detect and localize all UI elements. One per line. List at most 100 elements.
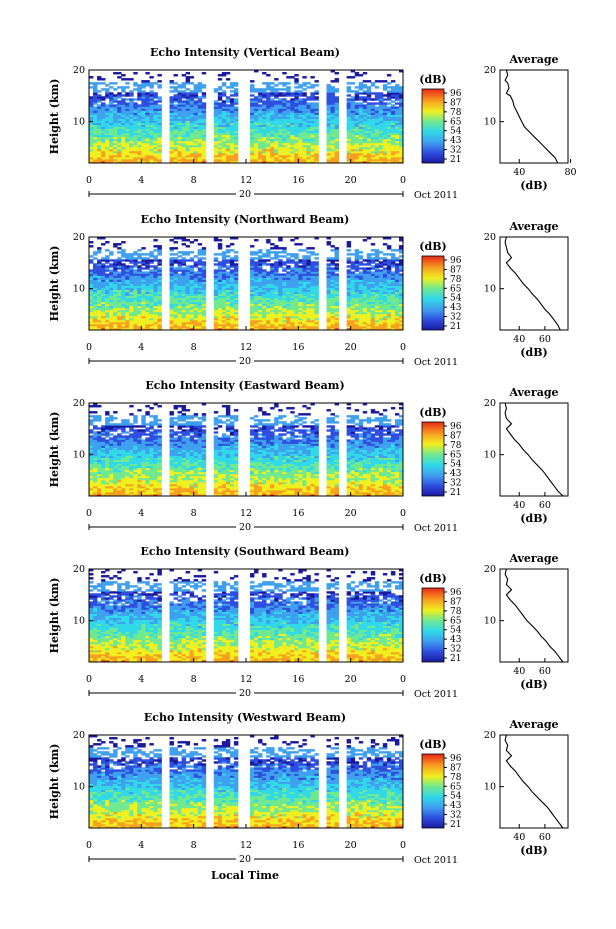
heatmap-cell (358, 122, 364, 125)
heatmap-cell (121, 142, 126, 146)
heatmap-cell (286, 142, 291, 146)
heatmap-cell (221, 132, 227, 136)
heatmap-cell (262, 94, 267, 97)
heatmap-cell (282, 132, 287, 136)
heatmap-cell (137, 90, 142, 93)
heatmap-cell (366, 132, 372, 136)
heatmap-cell (254, 251, 259, 254)
heatmap-cell (346, 100, 352, 103)
heatmap-cell (93, 148, 98, 152)
heatmap-cell (149, 156, 154, 160)
heatmap-cell (274, 160, 279, 164)
heatmap-cell (250, 112, 255, 115)
heatmap-cell (181, 108, 187, 111)
heatmap-cell (330, 130, 335, 134)
heatmap-cell (306, 247, 311, 250)
heatmap-cell (109, 156, 114, 160)
heatmap-cell (153, 144, 158, 148)
heatmap-cell (153, 112, 158, 115)
heatmap-cell (382, 124, 388, 128)
heatmap-cell (141, 257, 146, 260)
heatmap-cell (330, 118, 335, 121)
heatmap-cell (282, 112, 287, 115)
heatmap-cell (290, 136, 295, 140)
heatmap-cell (290, 146, 295, 150)
heatmap-cell (386, 150, 392, 154)
heatmap-cell (225, 100, 231, 103)
heatmap-cell (157, 134, 162, 138)
heatmap-cell (262, 150, 267, 154)
heatmap-cell (290, 94, 295, 97)
heatmap-cell (386, 116, 392, 119)
heatmap-cell (137, 114, 142, 117)
heatmap-cell (89, 100, 94, 103)
heatmap-cell (133, 257, 138, 260)
heatmap-cell (326, 116, 331, 119)
heatmap-cell (157, 245, 162, 248)
heatmap-cell (394, 134, 400, 138)
heatmap-cell (145, 116, 150, 119)
heatmap-cell (137, 104, 142, 107)
heatmap-cell (189, 265, 195, 268)
heatmap-cell (350, 152, 356, 156)
heatmap-cell (105, 152, 110, 156)
heatmap-cell (141, 130, 146, 134)
heatmap-cell (181, 92, 187, 95)
heatmap-cell (258, 122, 263, 125)
heatmap-cell (193, 146, 199, 150)
heatmap-cell (213, 114, 219, 117)
heatmap-cell (173, 142, 178, 146)
heatmap-cell (302, 150, 307, 154)
heatmap-cell (374, 86, 380, 89)
heatmap-cell (129, 134, 134, 138)
heatmap-cell (310, 138, 315, 142)
heatmap-cell (109, 110, 114, 113)
heatmap-cell (382, 132, 388, 136)
heatmap-cell (302, 88, 307, 91)
heatmap-cell (137, 156, 142, 160)
heatmap-cell (185, 100, 191, 103)
heatmap-cell (250, 108, 255, 111)
heatmap-cell (306, 132, 311, 136)
heatmap-cell (217, 112, 223, 115)
heatmap-cell (358, 116, 364, 119)
heatmap-cell (378, 124, 384, 128)
heatmap-cell (362, 120, 368, 123)
heatmap-cell (213, 110, 219, 113)
heatmap-cell (370, 148, 376, 152)
heatmap-cell (225, 150, 231, 154)
heatmap-cell (153, 134, 158, 138)
heatmap-cell (294, 114, 299, 117)
heatmap-cell (121, 98, 126, 101)
heatmap-cell (274, 148, 279, 152)
heatmap-cell (390, 94, 396, 97)
heatmap-cell (282, 114, 287, 117)
heatmap-cell (113, 110, 118, 113)
heatmap-cell (169, 160, 174, 164)
heatmap-cell (197, 126, 203, 130)
heatmap-cell (189, 154, 195, 158)
heatmap-cell (233, 144, 239, 148)
heatmap-cell (326, 114, 331, 117)
heatmap-cell (286, 92, 291, 95)
heatmap-cell (346, 116, 352, 119)
heatmap-cell (221, 160, 227, 164)
heatmap-cell (125, 156, 130, 160)
heatmap-cell (213, 116, 219, 119)
heatmap-cell (294, 154, 299, 158)
heatmap-cell (350, 114, 356, 117)
heatmap-cell (89, 156, 94, 160)
heatmap-cell (109, 128, 114, 132)
heatmap-cell (97, 134, 102, 138)
heatmap-cell (386, 154, 392, 158)
heatmap-cell (101, 124, 106, 128)
heatmap-cell (334, 154, 339, 158)
heatmap-cell (394, 96, 400, 99)
heatmap-cell (133, 112, 138, 115)
heatmap-cell (398, 98, 404, 101)
heatmap-cell (177, 120, 182, 123)
heatmap-cell (233, 102, 239, 105)
heatmap-cell (217, 106, 223, 109)
heatmap-cell (274, 112, 279, 115)
heatmap-cell (370, 120, 376, 123)
